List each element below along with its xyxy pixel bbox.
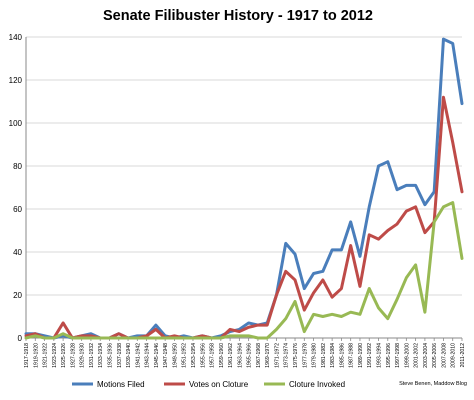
y-tick-label: 140 — [9, 33, 23, 42]
x-tick-label: 1945-1946 — [154, 343, 160, 368]
x-tick-label: 1991-1992 — [367, 343, 373, 368]
x-tick-label: 1947-1948 — [163, 343, 169, 368]
x-tick-label: 1949-1950 — [172, 343, 178, 368]
x-tick-label: 1977-1978 — [302, 343, 308, 368]
x-tick-label: 1921-1922 — [43, 343, 49, 368]
x-tick-label: 1953-1954 — [191, 343, 197, 368]
x-tick-label: 2003-2004 — [423, 343, 429, 368]
y-tick-label: 0 — [18, 334, 23, 343]
x-tick-label: 1957-1958 — [210, 343, 216, 368]
legend-label-cloture-invoked: Cloture Invoked — [289, 380, 345, 389]
legend: Motions Filed Votes on Cloture Cloture I… — [72, 380, 345, 389]
gridlines — [26, 36, 462, 296]
x-tick-label: 1933-1934 — [98, 343, 104, 368]
x-tick-label: 1919-1920 — [33, 343, 39, 368]
y-tick-label: 100 — [9, 119, 23, 128]
x-tick-label: 1983-1984 — [330, 343, 336, 368]
x-axis-ticks: 1917-1918 1919-1920 1921-1922 1923-1924 1925… — [24, 338, 466, 368]
x-tick-label: 1937-1938 — [117, 343, 123, 368]
x-tick-label: 1931-1932 — [89, 343, 95, 368]
x-tick-label: 1955-1956 — [200, 343, 206, 368]
legend-label-motions-filed: Motions Filed — [97, 380, 145, 389]
x-tick-label: 2007-2008 — [441, 343, 447, 368]
x-tick-label: 1961-1962 — [228, 343, 234, 368]
x-tick-label: 1941-1942 — [135, 343, 141, 368]
x-tick-label: 1935-1936 — [107, 343, 113, 368]
x-tick-label: 1929-1930 — [80, 343, 86, 368]
x-tick-label: 1965-1966 — [247, 343, 253, 368]
chart-title: Senate Filibuster History - 1917 to 2012 — [103, 8, 373, 24]
x-tick-label: 1979-1980 — [312, 343, 318, 368]
x-tick-label: 1981-1982 — [321, 343, 327, 368]
credit-label: Steve Benen, Maddow Blog — [399, 381, 467, 387]
series-lines — [24, 37, 464, 340]
x-tick-label: 1963-1964 — [237, 343, 243, 368]
x-tick-label: 1917-1918 — [24, 343, 30, 368]
x-tick-label: 1993-1994 — [377, 343, 383, 368]
x-tick-label: 1987-1988 — [349, 343, 355, 368]
x-tick-label: 1999-2000 — [404, 343, 410, 368]
series-line-cloture-invoked — [24, 201, 464, 340]
x-tick-label: 2009-2010 — [451, 343, 457, 368]
x-tick-label: 1923-1924 — [52, 343, 58, 368]
x-tick-label: 1951-1952 — [182, 343, 188, 368]
x-tick-label: 1943-1944 — [145, 343, 151, 368]
x-tick-label: 1969-1970 — [265, 343, 271, 368]
x-tick-label: 2001-2002 — [414, 343, 420, 368]
x-tick-label: 1967-1968 — [256, 343, 262, 368]
x-tick-label: 1959-1960 — [219, 343, 225, 368]
y-tick-label: 20 — [13, 291, 22, 300]
y-tick-label: 80 — [13, 162, 22, 171]
x-tick-label: 1927-1928 — [70, 343, 76, 368]
y-tick-label: 60 — [13, 205, 22, 214]
y-tick-label: 40 — [13, 248, 22, 257]
x-tick-label: 1975-1976 — [293, 343, 299, 368]
x-tick-label: 1985-1986 — [339, 343, 345, 368]
y-axis-ticks: 0 20 40 60 80 100 120 140 — [9, 33, 23, 343]
legend-label-votes-on-cloture: Votes on Cloture — [189, 380, 249, 389]
x-tick-label: 2011-2012 — [460, 343, 466, 368]
x-tick-label: 1995-1996 — [386, 343, 392, 368]
x-tick-label: 1939-1940 — [126, 343, 132, 368]
x-tick-label: 1989-1990 — [358, 343, 364, 368]
x-tick-label: 2005-2006 — [432, 343, 438, 368]
x-tick-label: 1973-1974 — [284, 343, 290, 368]
y-tick-label: 120 — [9, 76, 23, 85]
x-tick-label: 1925-1926 — [61, 343, 67, 368]
x-tick-label: 1971-1972 — [274, 343, 280, 368]
x-tick-label: 1997-1998 — [395, 343, 401, 368]
